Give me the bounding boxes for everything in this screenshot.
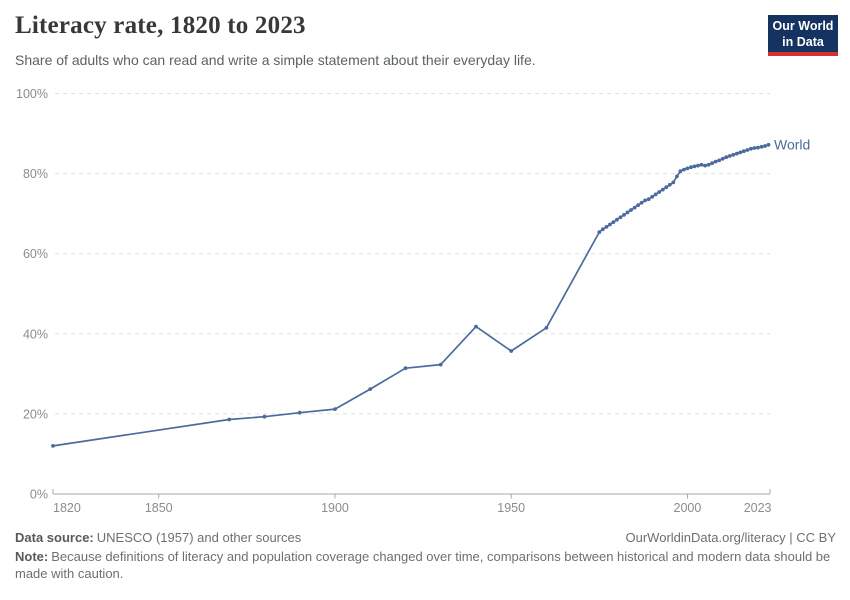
data-point[interactable] — [643, 198, 647, 203]
series-label-world: World — [774, 136, 810, 152]
data-point[interactable] — [720, 156, 725, 161]
data-point[interactable] — [403, 366, 408, 371]
data-point[interactable] — [333, 407, 337, 411]
data-point[interactable] — [297, 410, 302, 415]
y-axis-tick-label: 60% — [23, 247, 48, 261]
x-axis-tick-label: 1850 — [145, 501, 173, 515]
data-point[interactable] — [766, 142, 771, 147]
note-text: Because definitions of literacy and popu… — [15, 548, 831, 582]
data-point[interactable] — [657, 190, 662, 194]
data-point[interactable] — [682, 167, 686, 172]
y-axis-tick-label: 100% — [16, 87, 48, 101]
chart-title: Literacy rate, 1820 to 2023 — [15, 12, 306, 39]
data-point[interactable] — [636, 203, 640, 208]
chart-subtitle: Share of adults who can read and write a… — [15, 52, 536, 68]
data-point[interactable] — [678, 169, 683, 174]
data-source-text: UNESCO (1957) and other sources — [96, 530, 302, 545]
data-point[interactable] — [597, 230, 602, 235]
data-point[interactable] — [745, 148, 750, 152]
data-point[interactable] — [632, 205, 637, 210]
y-axis-tick-label: 80% — [23, 167, 48, 181]
x-axis-tick-label: 2023 — [744, 501, 772, 515]
data-point-markers — [51, 142, 771, 448]
y-axis-tick-label: 40% — [23, 327, 48, 341]
x-axis-tick-label: 1820 — [53, 501, 81, 515]
note-label: Note: — [15, 548, 49, 564]
data-point[interactable] — [262, 414, 267, 419]
data-point[interactable] — [752, 146, 757, 150]
data-point[interactable] — [763, 144, 767, 148]
data-point[interactable] — [713, 159, 718, 164]
data-point[interactable] — [692, 164, 697, 169]
data-point[interactable] — [667, 182, 672, 187]
data-point[interactable] — [368, 387, 373, 391]
data-point[interactable] — [759, 144, 764, 149]
footer-note: Note: Because definitions of literacy and… — [15, 548, 836, 583]
x-axis-tick-label: 1950 — [497, 501, 525, 515]
data-point[interactable] — [618, 215, 623, 220]
y-axis-labels: 0% 20% 40% 60% 80% 100% — [16, 87, 48, 502]
data-point[interactable] — [227, 417, 232, 422]
data-point[interactable] — [509, 349, 514, 353]
data-point[interactable] — [710, 161, 714, 166]
data-point[interactable] — [653, 192, 658, 197]
chart-footer: Data source: UNESCO (1957) and other sour… — [15, 529, 836, 583]
data-source-line: Data source: UNESCO (1957) and other sour… — [15, 529, 301, 547]
gridlines — [55, 93, 770, 415]
data-point[interactable] — [734, 151, 739, 156]
data-point[interactable] — [696, 163, 700, 168]
data-point[interactable] — [615, 217, 619, 222]
data-point[interactable] — [685, 166, 690, 171]
owid-logo-line2: in Data — [782, 35, 824, 49]
data-point[interactable] — [600, 227, 605, 232]
data-point[interactable] — [611, 220, 616, 225]
data-point[interactable] — [738, 150, 743, 155]
owid-logo-line1: Our World — [772, 19, 834, 33]
y-axis-tick-label: 0% — [30, 488, 48, 502]
data-point[interactable] — [671, 180, 676, 185]
data-point[interactable] — [675, 174, 679, 179]
data-point[interactable] — [717, 158, 722, 163]
data-source-label: Data source: — [15, 530, 94, 545]
data-point[interactable] — [646, 197, 651, 202]
x-axis-tick-label: 1900 — [321, 501, 349, 515]
data-point[interactable] — [703, 163, 707, 168]
data-point[interactable] — [622, 213, 626, 217]
data-point[interactable] — [625, 210, 630, 215]
footer-license-link[interactable]: OurWorldinData.org/literacy | CC BY — [625, 530, 836, 545]
owid-logo[interactable]: Our World in Data — [768, 15, 838, 56]
data-point[interactable] — [629, 208, 633, 212]
data-point[interactable] — [604, 225, 609, 229]
data-point[interactable] — [741, 149, 746, 154]
x-axis-tick-label: 2000 — [674, 501, 702, 515]
x-axis: 1820 1850 1900 1950 2000 2023 — [52, 489, 772, 515]
data-point[interactable] — [474, 324, 478, 329]
data-point[interactable] — [727, 154, 732, 158]
data-point[interactable] — [51, 444, 55, 448]
data-point[interactable] — [650, 194, 655, 199]
data-point[interactable] — [660, 187, 665, 192]
data-point[interactable] — [749, 146, 753, 151]
data-point[interactable] — [639, 200, 644, 205]
data-point[interactable] — [756, 145, 760, 150]
data-point[interactable] — [699, 162, 704, 167]
data-point[interactable] — [544, 325, 549, 330]
data-point[interactable] — [689, 165, 693, 170]
data-point[interactable] — [706, 162, 711, 167]
data-point[interactable] — [724, 155, 729, 160]
data-point[interactable] — [608, 222, 612, 227]
data-point[interactable] — [438, 362, 443, 367]
data-point[interactable] — [731, 152, 736, 157]
data-point[interactable] — [664, 185, 669, 190]
y-axis-tick-label: 20% — [23, 407, 48, 421]
